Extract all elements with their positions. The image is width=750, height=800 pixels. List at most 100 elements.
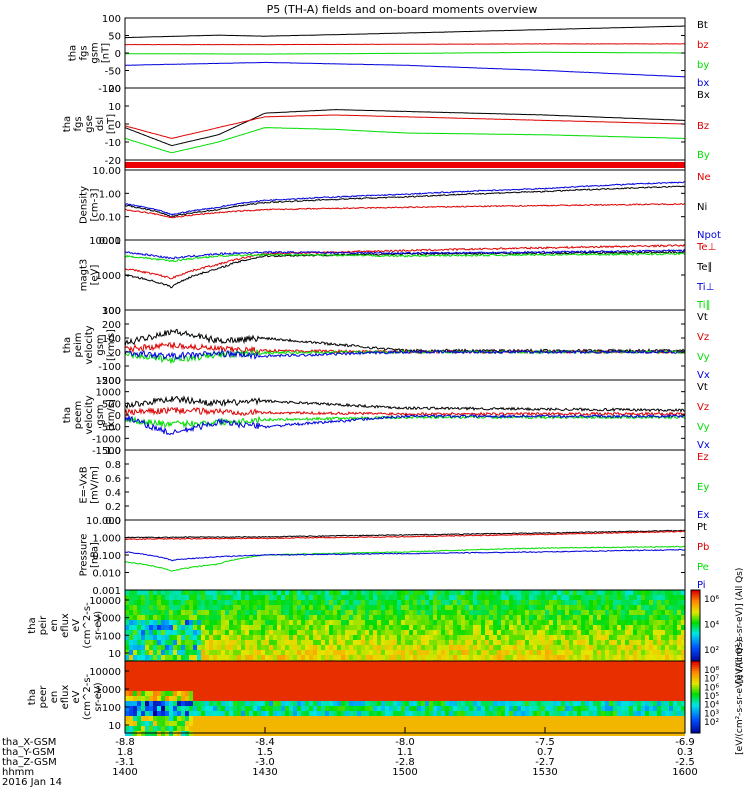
spectrogram-cell [285,615,289,620]
spectrogram-cell [357,590,361,595]
y-axis-label-line: tha [62,337,73,353]
spectrogram-cell [277,701,281,706]
spectrogram-cell [133,676,137,681]
spectrogram-cell [205,590,209,595]
spectrogram-cell [545,666,549,671]
spectrogram-cell [361,600,365,605]
spectrogram-cell [245,711,249,716]
spectrogram-cell [669,676,673,681]
y-axis-label: E=-VxB[mV/m] [79,466,101,504]
spectrogram-cell [469,655,473,660]
spectrogram-cell [149,721,153,726]
spectrogram-cell [625,696,629,701]
spectrogram-cell [369,691,373,696]
spectrogram-cell [281,625,285,630]
y-tick-label: 1500 [96,376,121,387]
spectrogram-cell [329,640,333,645]
spectrogram-cell [589,655,593,660]
spectrogram-cell [637,666,641,671]
spectrogram-cell [365,676,369,681]
spectrogram-cell [377,595,381,600]
spectrogram-cell [369,726,373,731]
spectrogram-cell [389,640,393,645]
spectrogram-cell [181,645,185,650]
spectrogram-cell [569,590,573,595]
legend-entry: Ex [697,510,709,521]
spectrogram-cell [261,610,265,615]
spectrogram-cell [193,630,197,635]
spectrogram-cell [257,696,261,701]
spectrogram-cell [205,666,209,671]
legend-entry: Vy [697,422,710,433]
spectrogram-cell [309,686,313,691]
spectrogram-cell [605,620,609,625]
spectrogram-cell [593,721,597,726]
spectrogram-cell [513,671,517,676]
spectrogram-cell [289,605,293,610]
spectrogram-cell [133,640,137,645]
spectrogram-cell [661,610,665,615]
spectrogram-cell [625,655,629,660]
legend-entry: Vz [697,332,709,343]
spectrogram-cell [129,691,133,696]
spectrogram-cell [129,640,133,645]
spectrogram-cell [545,681,549,686]
spectrogram-cell [637,721,641,726]
spectrogram-cell [497,605,501,610]
spectrogram-cell [201,595,205,600]
spectrogram-cell [245,691,249,696]
spectrogram-cell [469,701,473,706]
spectrogram-cell [581,711,585,716]
spectrogram-cell [161,726,165,731]
spectrogram-cell [509,691,513,696]
spectrogram-cell [133,706,137,711]
spectrogram-cell [657,666,661,671]
spectrogram-cell [377,711,381,716]
spectrogram-cell [505,691,509,696]
spectrogram-cell [245,676,249,681]
spectrogram-cell [309,615,313,620]
spectrogram-cell [661,701,665,706]
spectrogram-cell [601,600,605,605]
spectrogram-cell [229,666,233,671]
legend-entry: Npot [697,230,721,241]
spectrogram-cell [425,635,429,640]
spectrogram-cell [277,630,281,635]
spectrogram-cell [209,595,213,600]
spectrogram-cell [629,615,633,620]
spectrogram-cell [457,681,461,686]
spectrogram-cell [557,620,561,625]
spectrogram-cell [421,600,425,605]
spectrogram-cell [517,620,521,625]
spectrogram-cell [229,711,233,716]
spectrogram-cell [433,615,437,620]
spectrogram-cell [457,701,461,706]
spectrogram-cell [445,655,449,660]
spectrogram-cell [365,595,369,600]
spectrogram-cell [217,686,221,691]
time-axis-value: -2.5 [675,757,695,768]
spectrogram-cell [309,645,313,650]
spectrogram-cell [317,630,321,635]
spectrogram-cell [461,726,465,731]
spectrogram-cell [145,661,149,666]
spectrogram-cell [621,696,625,701]
spectrogram-cell [325,610,329,615]
spectrogram-cell [681,696,685,701]
spectrogram-cell [517,696,521,701]
spectrogram-cell [225,640,229,645]
spectrogram-cell [301,686,305,691]
spectrogram-cell [453,620,457,625]
spectrogram-cell [421,595,425,600]
spectrogram-cell [669,726,673,731]
spectrogram-cell [281,655,285,660]
spectrogram-cell [233,691,237,696]
spectrogram-cell [409,711,413,716]
spectrogram-cell [141,691,145,696]
spectrogram-cell [193,671,197,676]
spectrogram-cell [597,721,601,726]
spectrogram-cell [365,590,369,595]
spectrogram-cell [165,666,169,671]
spectrogram-cell [209,600,213,605]
spectrogram-cell [173,595,177,600]
